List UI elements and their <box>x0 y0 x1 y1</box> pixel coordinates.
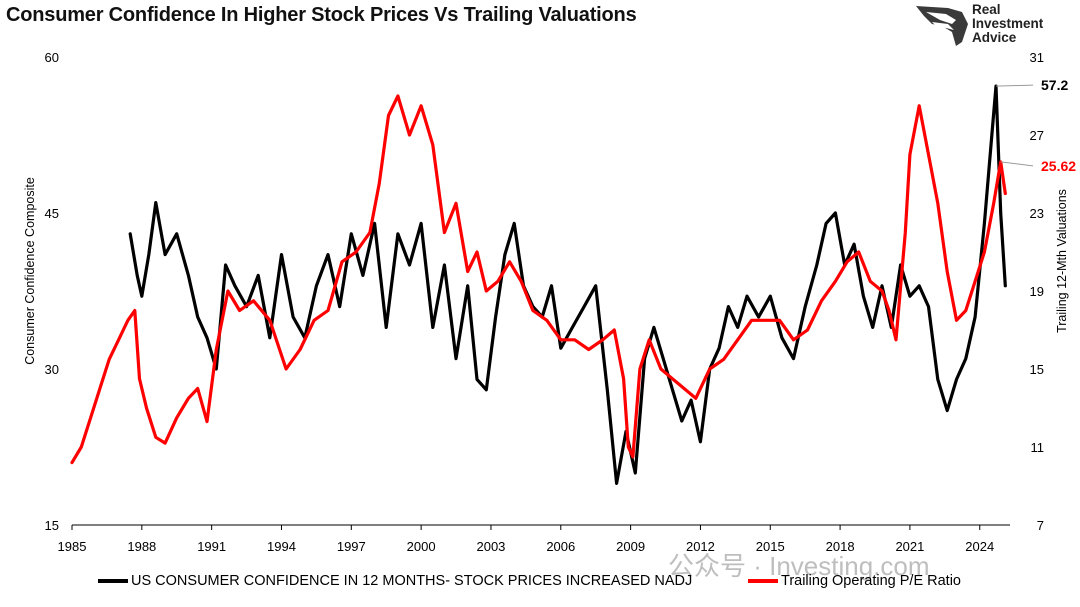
x-tick-label: 2006 <box>546 539 575 554</box>
y-right-tick-label: 23 <box>1030 206 1044 221</box>
y-left-tick-label: 30 <box>45 362 59 377</box>
legend: US CONSUMER CONFIDENCE IN 12 MONTHS- STO… <box>0 573 1080 593</box>
legend-swatch-confidence <box>98 579 128 583</box>
legend-swatch-pe <box>748 579 778 583</box>
x-tick-label: 2018 <box>826 539 855 554</box>
x-tick-label: 2000 <box>407 539 436 554</box>
y-left-axis-label: Consumer Confidence Composite <box>23 177 37 365</box>
annotation-confidence-value: 57.2 <box>1041 77 1068 93</box>
annotation-leader <box>1000 161 1034 167</box>
y-right-tick-label: 31 <box>1030 50 1044 65</box>
legend-label-pe: Trailing Operating P/E Ratio <box>781 573 961 589</box>
x-tick-label: 2009 <box>616 539 645 554</box>
annotation-leader <box>996 84 1034 87</box>
pe-series-line <box>70 94 1007 465</box>
logo <box>916 6 968 46</box>
x-tick-label: 2021 <box>895 539 924 554</box>
y-left-tick-label: 15 <box>45 518 59 533</box>
y-left-tick-label: 60 <box>45 50 59 65</box>
annotation-pe-value: 25.62 <box>1041 158 1076 174</box>
watermark: 公众号 · Investing.com <box>668 551 930 581</box>
x-tick-label: 1997 <box>337 539 366 554</box>
chart-title: Consumer Confidence In Higher Stock Pric… <box>6 4 637 26</box>
y-left-tick-label: 45 <box>45 206 59 221</box>
y-right-tick-label: 7 <box>1037 518 1044 533</box>
x-tick-label: 1988 <box>127 539 156 554</box>
x-tick-label: 2024 <box>965 539 994 554</box>
y-right-tick-label: 27 <box>1030 128 1044 143</box>
legend-label-confidence: US CONSUMER CONFIDENCE IN 12 MONTHS- STO… <box>131 573 693 589</box>
logo-text: Real Investment Advice <box>972 2 1044 45</box>
x-tick-label: 1985 <box>58 539 87 554</box>
x-tick-label: 2012 <box>686 539 715 554</box>
eagle-icon <box>916 6 968 46</box>
x-tick-label: 2015 <box>756 539 785 554</box>
y-right-tick-label: 11 <box>1031 440 1045 455</box>
y-right-tick-label: 15 <box>1030 362 1044 377</box>
y-right-axis-label: Trailing 12-Mth Valuations <box>1055 189 1069 333</box>
legend-item-confidence: US CONSUMER CONFIDENCE IN 12 MONTHS- STO… <box>98 573 692 589</box>
x-tick-label: 1994 <box>267 539 296 554</box>
legend-item-pe: Trailing Operating P/E Ratio <box>748 573 961 589</box>
y-right-tick-label: 19 <box>1030 284 1044 299</box>
x-tick-label: 1991 <box>197 539 226 554</box>
x-tick-label: 2003 <box>476 539 505 554</box>
